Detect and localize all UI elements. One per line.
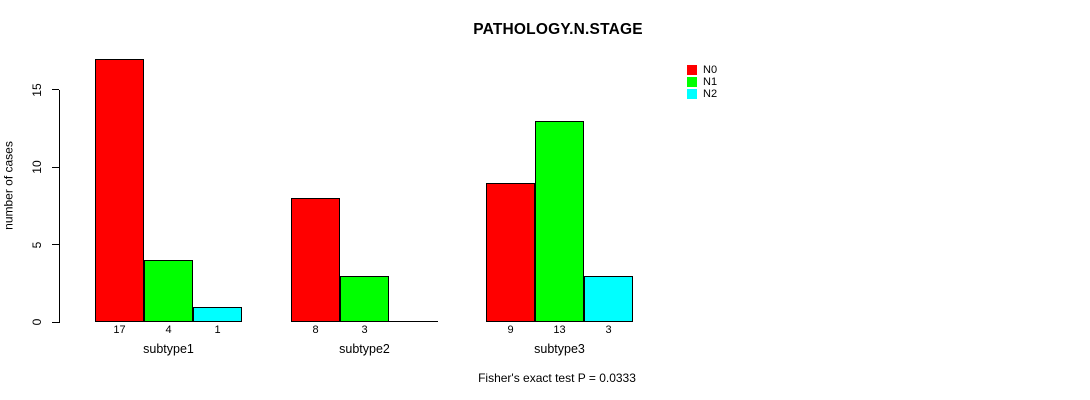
bar-n1-subtype3	[535, 121, 584, 322]
legend: N0 N1 N2	[687, 64, 717, 100]
bar-n2-subtype3	[584, 276, 633, 322]
y-tick-label: 0	[30, 318, 44, 326]
bar-value-label: 4	[165, 324, 172, 336]
bar-n0-subtype3	[486, 183, 535, 322]
legend-item-n0: N0	[687, 64, 717, 76]
bar-n0-subtype2	[291, 198, 340, 322]
legend-swatch-icon	[687, 89, 697, 99]
chart-title: PATHOLOGY.N.STAGE	[473, 21, 643, 38]
bar-n0-subtype1	[95, 59, 144, 322]
legend-item-n2: N2	[687, 88, 717, 100]
bar-value-label: 3	[605, 324, 612, 336]
bar-value-label: 8	[312, 324, 319, 336]
category-label-subtype2: subtype2	[339, 342, 390, 356]
y-tick-mark	[52, 166, 59, 168]
annotation-text: Fisher's exact test P = 0.0333	[478, 371, 636, 385]
bar-value-label: 9	[507, 324, 514, 336]
legend-label: N2	[703, 88, 718, 100]
y-tick-mark	[52, 89, 59, 91]
bar-n2-subtype1	[193, 307, 242, 322]
bar-value-label: 1	[214, 324, 221, 336]
y-tick-mark	[52, 244, 59, 246]
bar-value-label: 17	[113, 324, 126, 336]
bar-n1-subtype1	[144, 260, 193, 322]
category-label-subtype1: subtype1	[143, 342, 194, 356]
y-axis-line	[59, 90, 60, 323]
y-tick-label: 10	[30, 160, 44, 175]
y-tick-mark	[52, 321, 59, 323]
legend-swatch-icon	[687, 65, 697, 75]
bar-value-label: 3	[361, 324, 368, 336]
zero-bar-n2-subtype2	[389, 321, 438, 322]
y-tick-label: 5	[30, 241, 44, 248]
legend-label: N1	[703, 76, 718, 88]
y-axis-label: number of cases	[1, 141, 16, 230]
category-label-subtype3: subtype3	[534, 342, 585, 356]
bar-n1-subtype2	[340, 276, 389, 322]
legend-swatch-icon	[687, 77, 697, 87]
y-tick-label: 15	[30, 83, 44, 97]
legend-label: N0	[703, 64, 718, 76]
bar-value-label: 13	[553, 324, 566, 336]
legend-item-n1: N1	[687, 76, 717, 88]
